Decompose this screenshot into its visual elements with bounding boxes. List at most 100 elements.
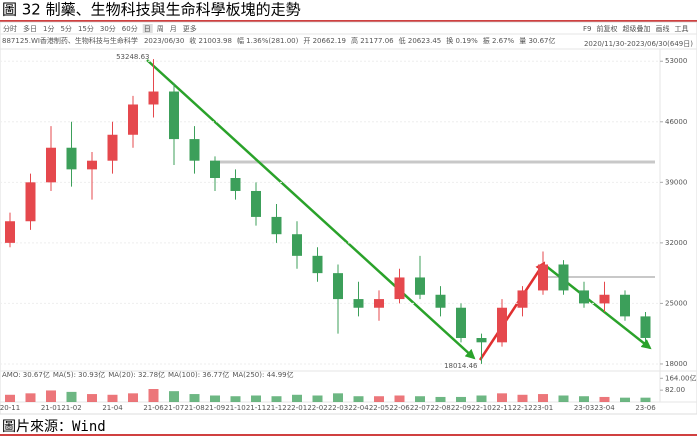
volume-bar bbox=[66, 391, 77, 402]
volume-legend: MA(5): 30.93亿 bbox=[53, 370, 105, 379]
toolbar-button[interactable]: 周 bbox=[157, 25, 164, 33]
chart-frame bbox=[0, 21, 697, 415]
volume-bar bbox=[353, 396, 364, 402]
x-tick-label: 21-12 bbox=[266, 404, 286, 412]
x-tick-label: 23-04 bbox=[594, 404, 615, 412]
volume-bar bbox=[333, 393, 343, 402]
candle-body bbox=[292, 234, 302, 256]
x-tick-label: 21-07 bbox=[164, 404, 184, 412]
candle-body bbox=[394, 277, 405, 300]
y-tick-label: 46000 bbox=[665, 118, 687, 126]
x-tick-label: 22-08 bbox=[430, 404, 450, 412]
volume-bar bbox=[599, 396, 610, 402]
candle-body bbox=[87, 160, 97, 170]
volume-legend: AMO: 30.67亿 bbox=[2, 370, 50, 379]
volume-bar bbox=[517, 394, 528, 402]
toolbar-button[interactable]: 多日 bbox=[23, 24, 37, 33]
candle-body bbox=[435, 294, 446, 308]
toolbar-button[interactable]: 60分 bbox=[122, 24, 138, 33]
toolbar-button[interactable]: 5分 bbox=[60, 24, 71, 33]
x-tick-label: 21-11 bbox=[246, 404, 266, 412]
candle-body bbox=[599, 294, 610, 304]
candle-body bbox=[312, 255, 323, 274]
max-label: 53248.63 bbox=[116, 53, 149, 61]
toolbar-button[interactable]: 分时 bbox=[3, 24, 17, 33]
volume-legend: MA(250): 44.99亿 bbox=[232, 370, 293, 379]
candle-body bbox=[476, 338, 487, 343]
toolbar-button[interactable]: 超级叠加 bbox=[622, 24, 650, 33]
candle-body bbox=[169, 91, 179, 140]
volume-bar bbox=[230, 396, 241, 402]
trend-arrow bbox=[478, 261, 546, 361]
toolbar-button[interactable]: 前复权 bbox=[596, 24, 617, 33]
candle-body bbox=[640, 316, 651, 338]
x-tick-label: 21-02 bbox=[61, 404, 81, 412]
toolbar-button[interactable]: 1分 bbox=[43, 24, 54, 33]
min-label: 18014.46 bbox=[444, 362, 478, 370]
volume-bar bbox=[46, 390, 56, 402]
volume-legend: MA(20): 32.78亿 bbox=[108, 370, 165, 379]
candle-body bbox=[189, 139, 200, 161]
candle-body bbox=[66, 147, 77, 170]
x-tick-label: 21-08 bbox=[184, 404, 204, 412]
toolbar-button[interactable]: 15分 bbox=[78, 24, 94, 33]
quote-item: 收 21003.98 bbox=[189, 36, 232, 45]
date-range: 2020/11/30-2023/06/30(649日) bbox=[584, 40, 693, 48]
figure-title: 圖 32 制藥、生物科技與生命科學板塊的走勢 bbox=[2, 1, 301, 19]
candle-body bbox=[353, 299, 364, 308]
candle-body bbox=[497, 307, 507, 343]
x-tick-label: 23-03 bbox=[574, 404, 594, 412]
toolbar-button[interactable]: 日 bbox=[144, 25, 151, 33]
volume-bar bbox=[25, 393, 36, 402]
source: 圖片來源：Wind bbox=[2, 419, 106, 435]
volume-bar bbox=[87, 394, 97, 402]
volume-bar bbox=[292, 394, 302, 402]
candle-body bbox=[333, 273, 343, 300]
volume-bar bbox=[558, 395, 569, 402]
volume-tick-label: 82.00 bbox=[665, 386, 685, 394]
candle-body bbox=[210, 160, 220, 178]
volume-bar bbox=[476, 395, 487, 402]
volume-bar bbox=[189, 394, 200, 402]
volume-legend: MA(100): 36.77亿 bbox=[168, 370, 229, 379]
toolbar-button[interactable]: 月 bbox=[170, 25, 177, 33]
volume-bar bbox=[538, 394, 548, 402]
x-tick-label: 22-12 bbox=[512, 404, 532, 412]
x-tick-label: 22-10 bbox=[471, 404, 491, 412]
toolbar-button[interactable]: 工具 bbox=[674, 25, 688, 33]
candle-body bbox=[538, 264, 548, 291]
x-tick-label: 23-01 bbox=[533, 404, 553, 412]
volume-bar bbox=[251, 395, 261, 402]
quote-item: 量 30.67亿 bbox=[519, 36, 555, 45]
x-tick-label: 22-07 bbox=[410, 404, 430, 412]
volume-bar bbox=[374, 396, 384, 402]
toolbar-button[interactable]: 更多 bbox=[183, 24, 197, 33]
toolbar-button[interactable]: F9 bbox=[583, 25, 591, 33]
x-tick-label: 21-06 bbox=[143, 404, 164, 412]
volume-bar bbox=[579, 396, 589, 402]
x-tick-label: 22-09 bbox=[451, 404, 471, 412]
volume-bar bbox=[128, 393, 138, 402]
quote-item: 低 20623.45 bbox=[399, 36, 442, 45]
x-tick-label: 22-04 bbox=[348, 404, 369, 412]
candle-body bbox=[251, 190, 261, 217]
volume-bar bbox=[271, 396, 282, 402]
candle-body bbox=[25, 182, 36, 222]
quote-item: 幅 1.36%(281.00) bbox=[237, 36, 299, 45]
volume-bar bbox=[169, 391, 179, 402]
candle-body bbox=[579, 290, 589, 304]
x-tick-label: 21-10 bbox=[225, 404, 245, 412]
candle-body bbox=[46, 147, 56, 183]
candle-body bbox=[517, 290, 528, 308]
quote-item: 开 20662.19 bbox=[303, 37, 346, 45]
candle-body bbox=[374, 299, 384, 308]
toolbar-button[interactable]: 30分 bbox=[100, 24, 116, 33]
candle-body bbox=[456, 307, 466, 338]
volume-bar bbox=[415, 396, 425, 402]
x-tick-label: 22-03 bbox=[328, 404, 348, 412]
candle-body bbox=[230, 178, 241, 191]
candle-body bbox=[107, 134, 118, 161]
toolbar-button[interactable]: 画线 bbox=[655, 24, 669, 33]
